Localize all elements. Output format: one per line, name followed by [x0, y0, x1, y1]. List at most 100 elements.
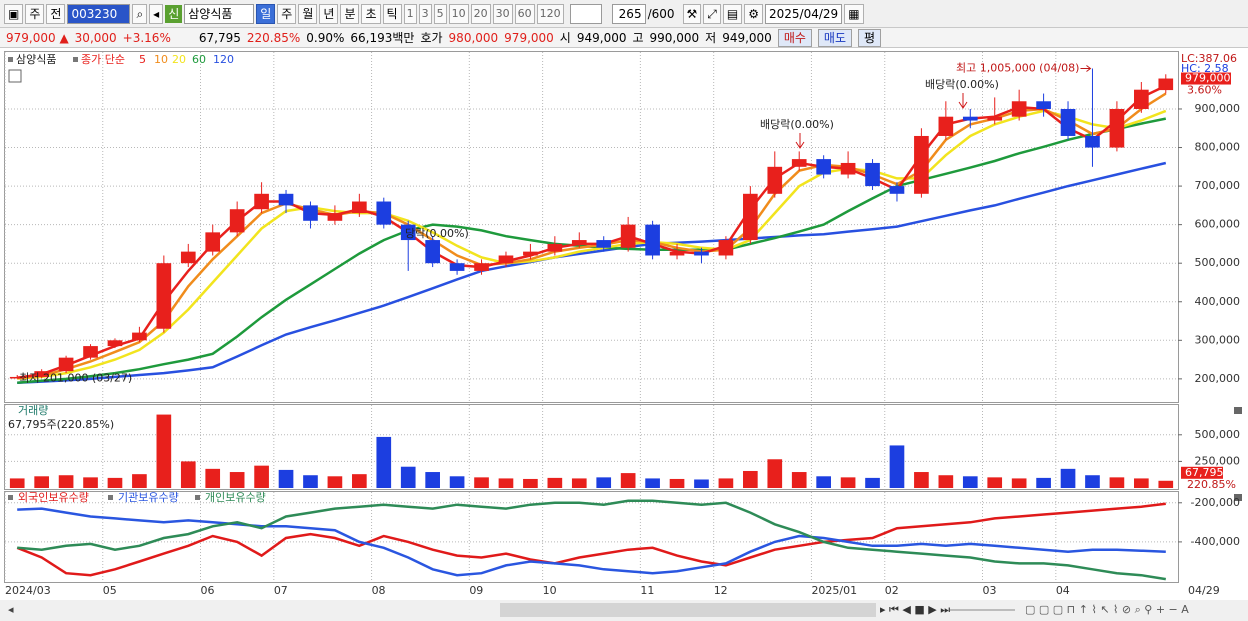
- y-tick-label: 250,000: [1195, 454, 1241, 467]
- x-tick-label: 2025/01: [811, 584, 857, 597]
- search-button[interactable]: ⌕: [132, 3, 148, 24]
- x-tick-label: 12: [714, 584, 728, 597]
- table-icon[interactable]: [8, 69, 22, 83]
- candle-body: [840, 162, 856, 175]
- minute-button[interactable]: 5: [433, 3, 447, 24]
- volume-bar: [498, 478, 514, 488]
- minute-button[interactable]: 20: [470, 3, 491, 24]
- volume-summary: 67,795주(220.85%): [8, 418, 114, 431]
- volume-bar: [327, 476, 343, 488]
- volume-bar: [376, 436, 392, 488]
- legend-square: [8, 495, 13, 500]
- ma-line: [17, 109, 1167, 380]
- minute-button[interactable]: 60: [514, 3, 535, 24]
- volume-bar: [449, 476, 465, 488]
- interval-button[interactable]: 틱: [382, 3, 402, 24]
- y-tick-label: -200,000: [1191, 496, 1240, 509]
- candle-body: [596, 240, 612, 248]
- minute-button[interactable]: 120: [536, 3, 564, 24]
- volume-ratio: 220.85%: [246, 30, 301, 45]
- volume-bar: [914, 472, 929, 488]
- sound-button[interactable]: ◂: [149, 3, 164, 24]
- interval-button[interactable]: 년: [319, 3, 339, 24]
- eval-button[interactable]: 평: [858, 28, 882, 47]
- interval-button[interactable]: 분: [340, 3, 360, 24]
- y-tick-label: 700,000: [1195, 179, 1241, 192]
- scroll-thumb[interactable]: [500, 603, 876, 617]
- volume-bar: [938, 475, 954, 488]
- minute-button[interactable]: 3: [418, 3, 432, 24]
- volume-bar: [645, 478, 660, 488]
- volume-bar: [156, 414, 172, 488]
- candle-body: [1134, 89, 1149, 109]
- prev-button[interactable]: 전: [46, 3, 66, 24]
- volume-bar: [718, 478, 734, 488]
- change-pct: +3.16%: [122, 30, 171, 45]
- candle-body: [83, 346, 98, 358]
- x-tick-label: 05: [103, 584, 117, 597]
- period-select[interactable]: 주: [25, 3, 45, 24]
- sell-button[interactable]: 매도: [817, 28, 852, 47]
- candle-body: [180, 251, 196, 264]
- interval-button[interactable]: 초: [361, 3, 381, 24]
- ex-dividend-arrow: [795, 133, 805, 149]
- interval-button[interactable]: 주: [277, 3, 297, 24]
- count-input[interactable]: 265: [611, 3, 646, 24]
- tool-button[interactable]: ⤢: [703, 3, 721, 24]
- volume-bar: [669, 478, 685, 488]
- panel-close[interactable]: [1234, 494, 1242, 501]
- candle-body: [205, 232, 221, 252]
- open-label: 시: [559, 31, 571, 45]
- volume-bar: [303, 475, 318, 488]
- x-tick-label: 10: [543, 584, 557, 597]
- legend-entry: 기관보유수량: [118, 491, 179, 504]
- volume-bar: [9, 478, 25, 488]
- interval-button[interactable]: 월: [298, 3, 318, 24]
- legend-entry: 10: [154, 53, 168, 66]
- y-tick-label: -400,000: [1191, 535, 1240, 548]
- amount: 66,193백만: [350, 31, 415, 45]
- layout-button[interactable]: ▣: [4, 3, 24, 24]
- candle-body: [791, 159, 807, 167]
- high-arrow: [1080, 65, 1092, 72]
- drawing-tools[interactable]: ▢ ▢ ▢ ⊓ ↑ ⌇ ↖ ⌇ ⊘ ⌕ ⚲ + − A: [1025, 603, 1189, 616]
- candle-body: [1011, 101, 1027, 117]
- save-button[interactable]: ▤: [722, 3, 743, 24]
- candle-body: [58, 357, 74, 372]
- panel-close[interactable]: [1234, 407, 1242, 414]
- quote-bar: 979,000 ▲ 30,000 +3.16% 67,795 220.85% 0…: [0, 28, 1248, 48]
- settings-button[interactable]: ⚙: [744, 3, 764, 24]
- interval-button[interactable]: 일: [256, 3, 276, 24]
- last-price-label: 979,000: [1185, 72, 1231, 85]
- y-tick-label: 400,000: [1195, 295, 1241, 308]
- holdings-line: [17, 499, 1166, 581]
- x-tick-label-current: 04/29: [1188, 584, 1220, 597]
- last-price-box: [1181, 72, 1231, 85]
- candle-body: [107, 340, 123, 347]
- candle-body: [889, 186, 905, 194]
- candle-body: [1109, 108, 1125, 148]
- candle-body: [327, 213, 343, 221]
- high: 990,000: [649, 30, 700, 45]
- minute-input[interactable]: [569, 3, 602, 24]
- minute-button[interactable]: 30: [492, 3, 513, 24]
- candle-body: [449, 263, 465, 271]
- candle-body: [1060, 108, 1076, 136]
- date-input[interactable]: 2025/04/29: [765, 3, 843, 24]
- scroll-controls[interactable]: ▸ ⏮ ◀ ■ ▶ ⏭: [880, 603, 950, 616]
- code-input[interactable]: 003230: [67, 3, 131, 24]
- volume-bar: [987, 477, 1003, 488]
- minute-button[interactable]: 1: [403, 3, 417, 24]
- tool-button[interactable]: ⚒: [682, 3, 702, 24]
- x-tick-label: 08: [372, 584, 386, 597]
- legend-entry: 5: [139, 53, 146, 66]
- low: 949,000: [722, 30, 772, 45]
- buy-button[interactable]: 매수: [777, 28, 812, 47]
- volume-bar: [816, 476, 831, 488]
- candle-body: [352, 201, 367, 214]
- minute-button[interactable]: 10: [448, 3, 469, 24]
- calendar-button[interactable]: ▦: [844, 3, 864, 24]
- scroll-left[interactable]: ◂: [8, 603, 14, 616]
- volume-bar: [1158, 480, 1174, 488]
